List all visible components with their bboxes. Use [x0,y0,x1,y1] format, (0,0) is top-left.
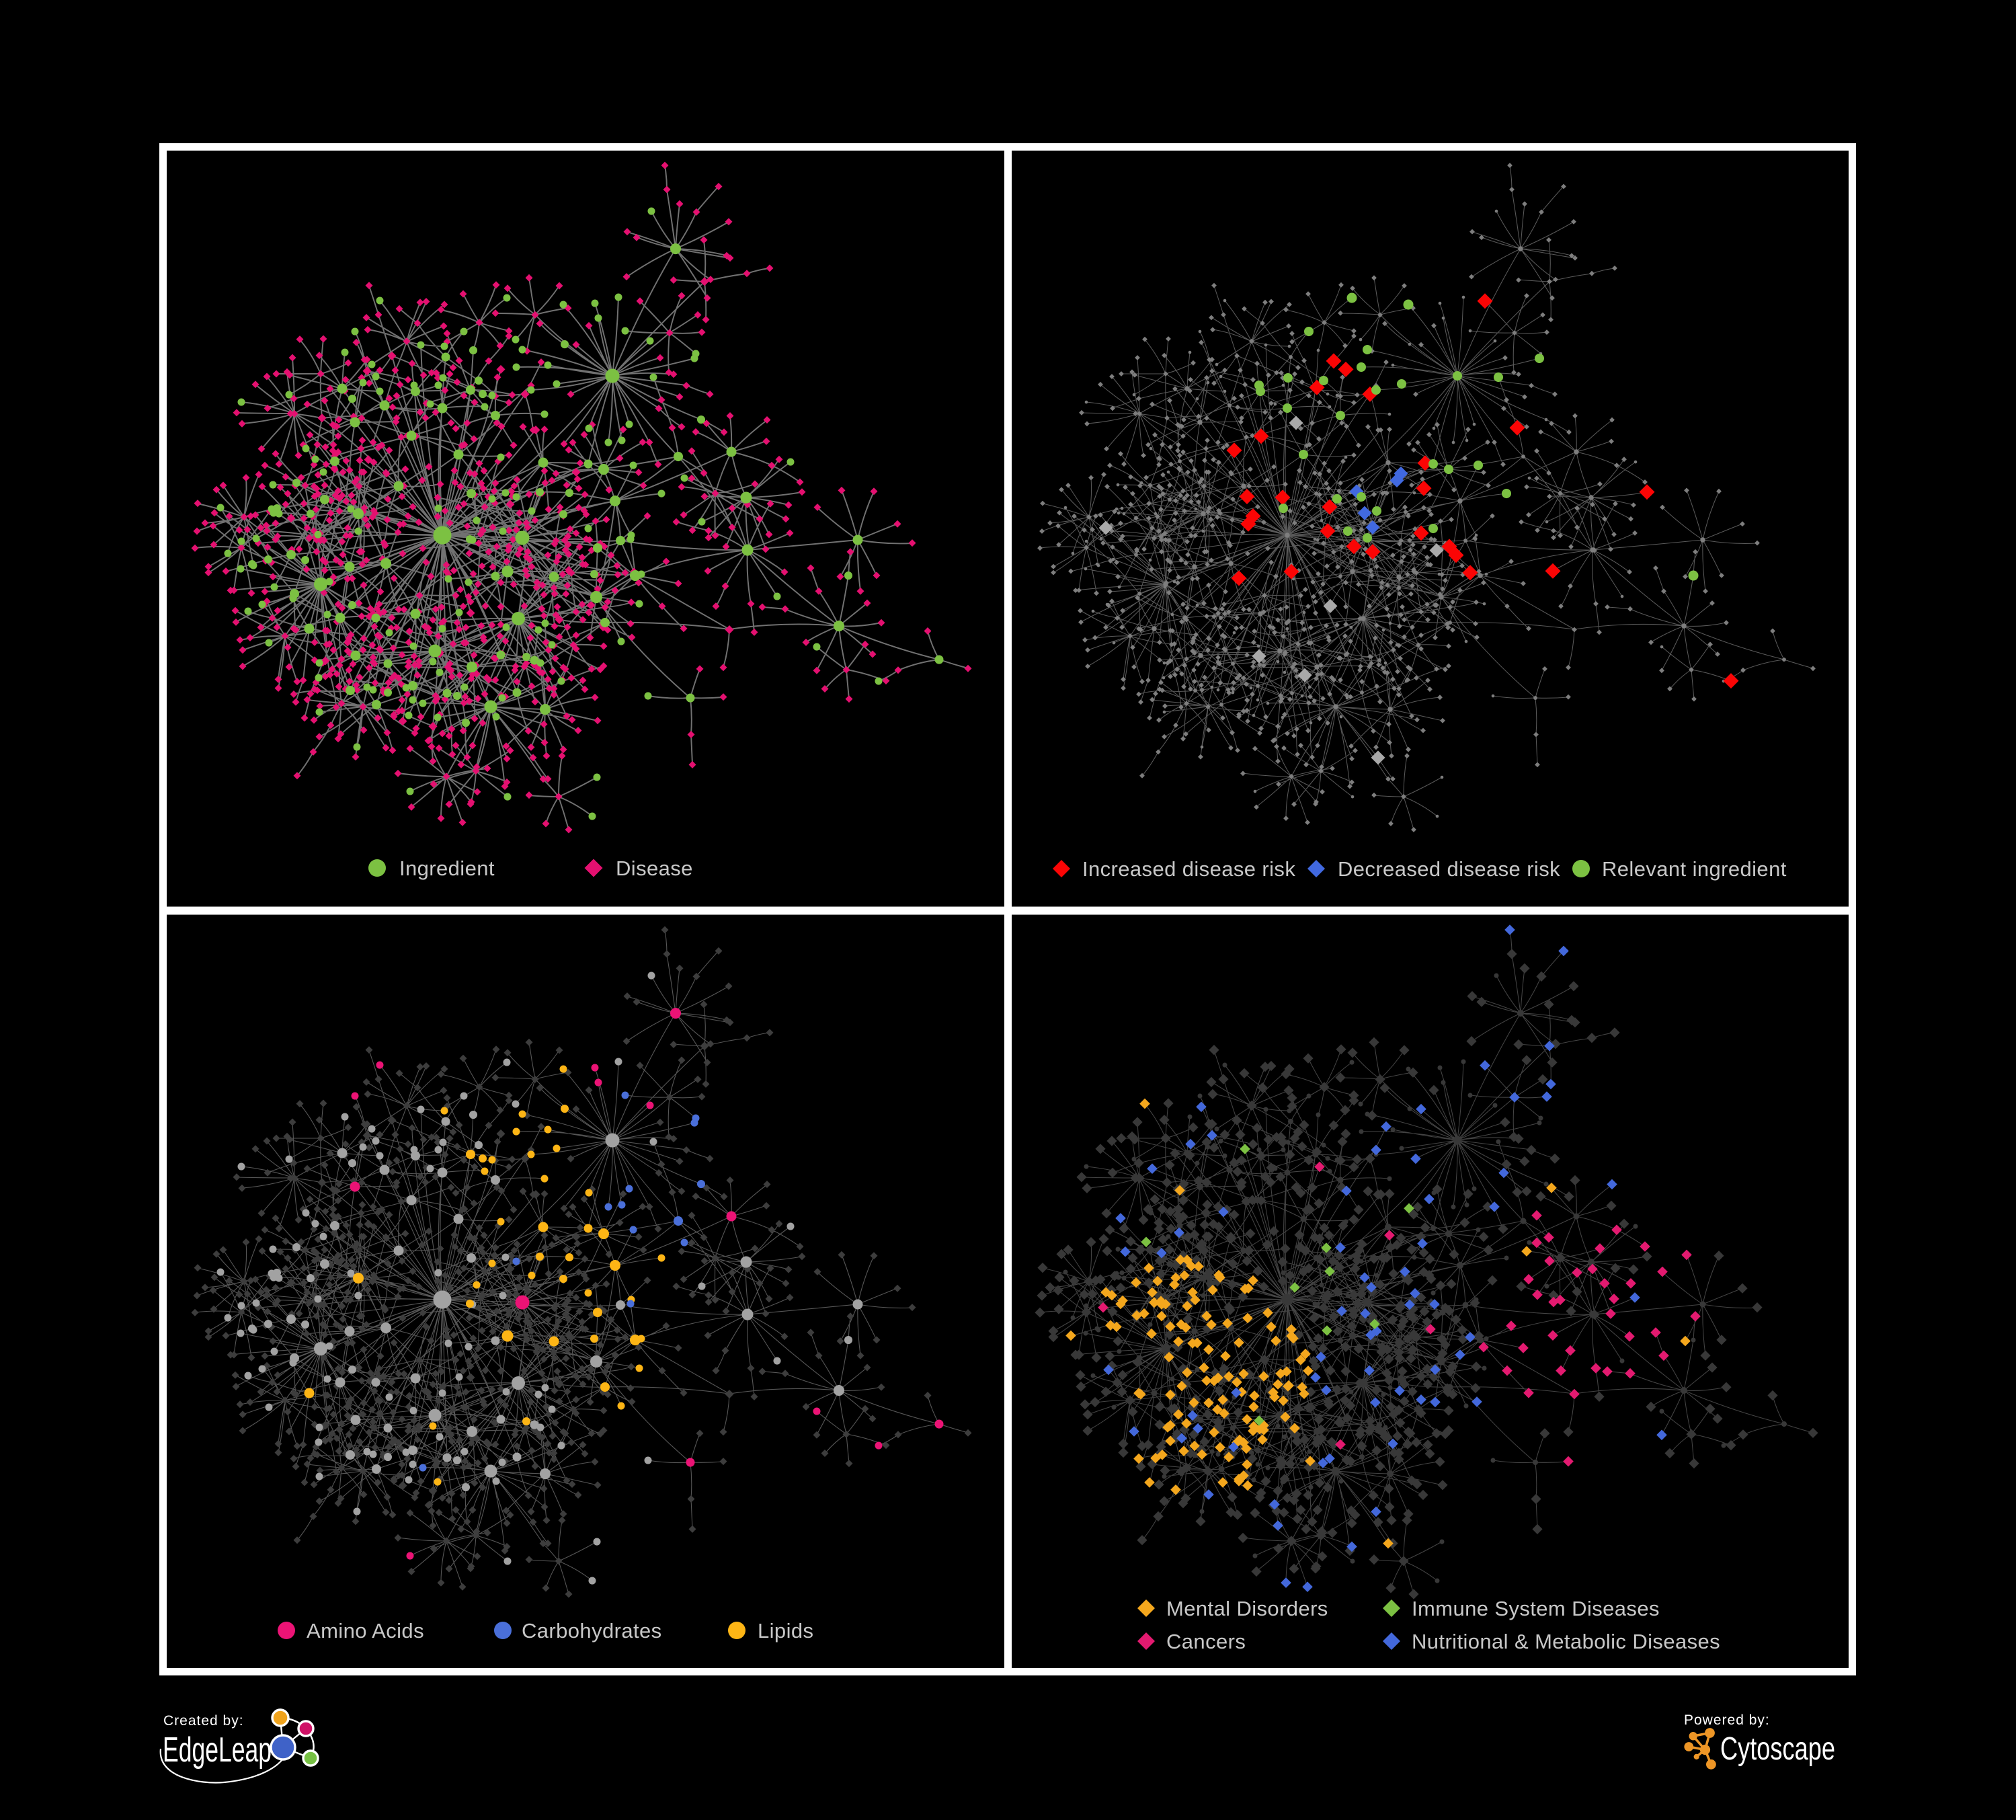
svg-text:Cytoscape: Cytoscape [1720,1731,1835,1767]
svg-text:Powered by:: Powered by: [1684,1712,1770,1728]
svg-text:Ingredient: Ingredient [399,857,495,880]
svg-text:Increased disease risk: Increased disease risk [1082,857,1295,881]
svg-text:Created by:: Created by: [163,1713,244,1729]
svg-text:EdgeLeap: EdgeLeap [163,1731,272,1770]
svg-text:Mental Disorders: Mental Disorders [1166,1597,1328,1620]
svg-text:Nutritional & Metabolic Diseas: Nutritional & Metabolic Diseases [1412,1630,1720,1653]
svg-text:Carbohydrates: Carbohydrates [522,1619,662,1643]
svg-text:Lipids: Lipids [758,1619,813,1643]
svg-text:Cancers: Cancers [1166,1630,1246,1653]
svg-text:Immune System Diseases: Immune System Diseases [1412,1597,1660,1620]
svg-text:Relevant ingredient: Relevant ingredient [1602,857,1787,881]
svg-text:Decreased disease risk: Decreased disease risk [1338,857,1560,881]
svg-text:Disease: Disease [616,857,693,880]
svg-text:Amino Acids: Amino Acids [307,1619,424,1643]
